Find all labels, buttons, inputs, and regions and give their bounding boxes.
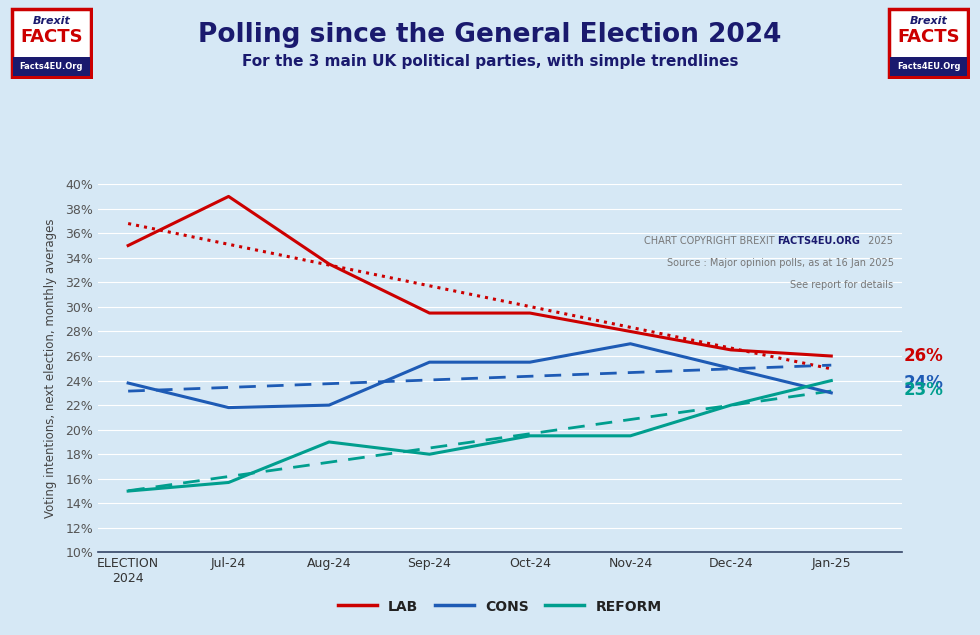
- Text: Facts4EU.Org: Facts4EU.Org: [20, 62, 83, 72]
- FancyBboxPatch shape: [890, 8, 967, 77]
- Legend: LAB, CONS, REFORM: LAB, CONS, REFORM: [332, 594, 667, 619]
- Text: 24%: 24%: [904, 374, 944, 392]
- Text: See report for details: See report for details: [791, 280, 894, 290]
- Text: FACTS: FACTS: [21, 28, 82, 46]
- Text: Brexit: Brexit: [909, 16, 948, 26]
- Text: FACTS: FACTS: [898, 28, 959, 46]
- Y-axis label: Voting intentions, next election, monthly averages: Voting intentions, next election, monthl…: [44, 218, 57, 518]
- Text: Brexit: Brexit: [32, 16, 71, 26]
- Text: 23%: 23%: [904, 382, 944, 399]
- Text: Source : Major opinion polls, as at 16 Jan 2025: Source : Major opinion polls, as at 16 J…: [666, 258, 894, 268]
- Text: Polling since the General Election 2024: Polling since the General Election 2024: [198, 22, 782, 48]
- Text: 2025: 2025: [865, 236, 894, 246]
- Text: For the 3 main UK political parties, with simple trendlines: For the 3 main UK political parties, wit…: [242, 54, 738, 69]
- Text: Facts4EU.Org: Facts4EU.Org: [897, 62, 960, 72]
- FancyBboxPatch shape: [13, 58, 90, 76]
- Text: 26%: 26%: [904, 347, 944, 365]
- Text: FACTS4EU.ORG: FACTS4EU.ORG: [777, 236, 859, 246]
- FancyBboxPatch shape: [13, 8, 90, 77]
- FancyBboxPatch shape: [890, 58, 967, 76]
- Text: CHART COPYRIGHT BREXIT: CHART COPYRIGHT BREXIT: [645, 236, 778, 246]
